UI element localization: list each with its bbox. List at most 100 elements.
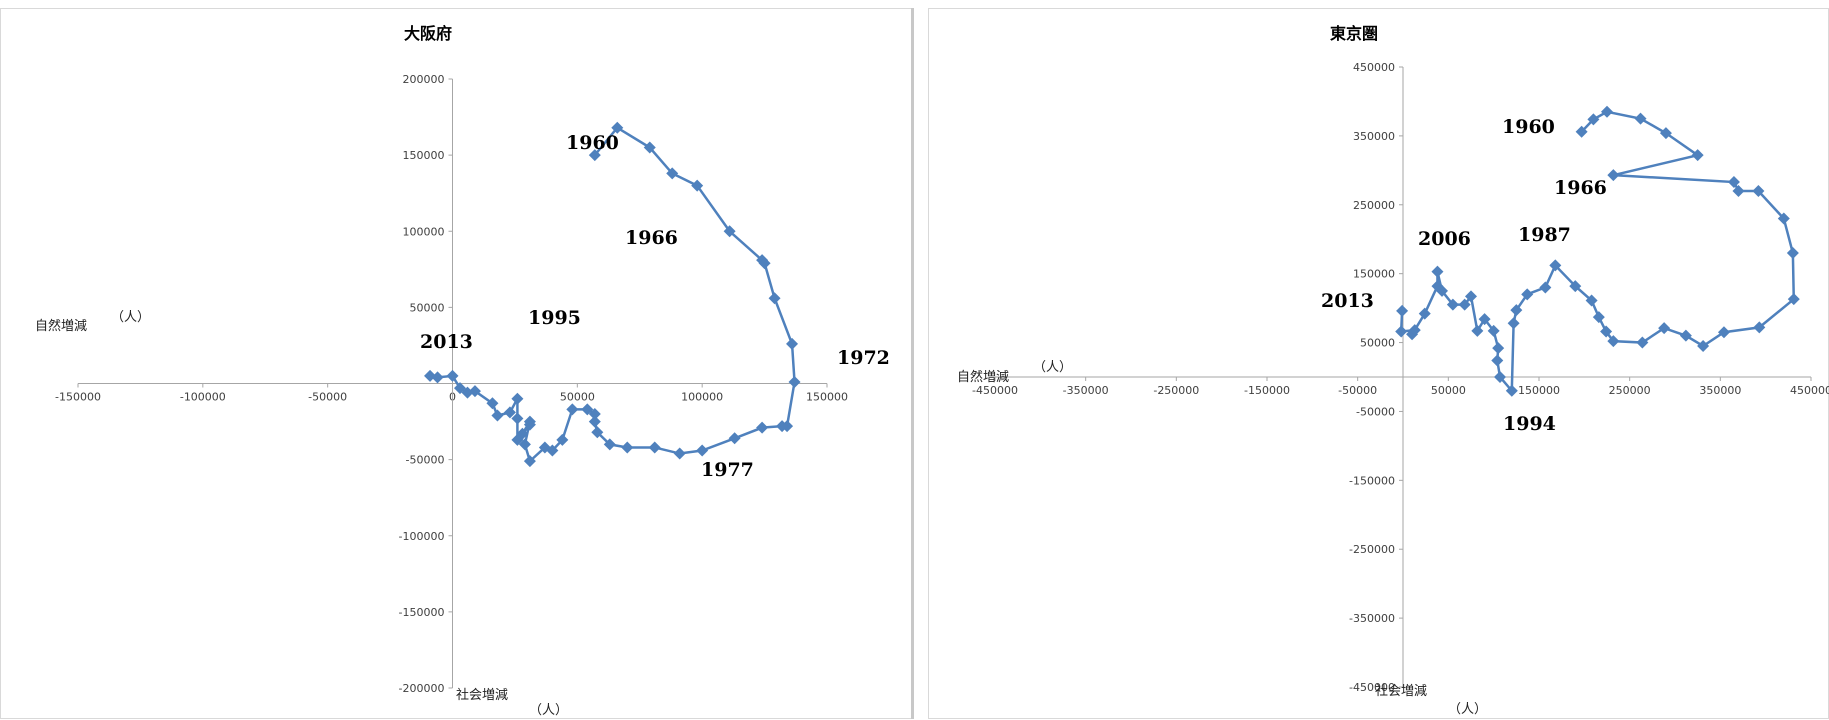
data-point	[1396, 304, 1409, 317]
chart-panel-osaka: 大阪府 -150000-100000-500000500001000001500…	[0, 8, 913, 719]
data-point	[1592, 311, 1605, 324]
annotation-1960: 1960	[1502, 116, 1555, 138]
annotation-2013: 2013	[420, 331, 473, 353]
data-point	[1446, 298, 1459, 311]
data-point	[1478, 313, 1491, 326]
data-point	[588, 407, 601, 420]
data-point	[1575, 125, 1588, 138]
y-tick-label: 50000	[410, 301, 445, 314]
data-point	[1587, 113, 1600, 126]
data-point	[1601, 105, 1613, 118]
data-point	[648, 441, 661, 454]
data-point	[1717, 326, 1730, 339]
y-tick-label: 250000	[1353, 199, 1395, 212]
data-point	[511, 412, 524, 425]
data-point	[518, 438, 531, 451]
y-tick-label: -200000	[399, 682, 445, 695]
y-axis-name: 社会増減	[456, 687, 508, 703]
series-line	[1399, 110, 1796, 395]
x-tick-label: -100000	[180, 391, 226, 404]
y-tick-label: 50000	[1360, 337, 1395, 350]
data-point	[538, 441, 551, 454]
data-point	[1418, 307, 1431, 320]
data-point	[1408, 324, 1421, 337]
data-point	[1521, 288, 1534, 301]
annotation-1966: 1966	[625, 227, 678, 249]
y-tick-label: -450000	[1349, 681, 1395, 694]
data-point	[788, 375, 801, 388]
data-point	[1585, 294, 1598, 307]
data-point	[643, 141, 656, 154]
data-point	[1549, 259, 1562, 272]
y-tick-label: -150000	[399, 606, 445, 619]
y-tick-label: 100000	[403, 225, 445, 238]
data-point	[1786, 247, 1799, 259]
data-point	[1691, 149, 1704, 162]
data-point	[1636, 336, 1649, 349]
data-point	[1697, 340, 1710, 352]
data-point	[511, 392, 524, 405]
x-tick-label: 250000	[1609, 384, 1651, 397]
data-point	[1458, 298, 1471, 311]
data-point	[503, 406, 516, 419]
data-point	[1510, 304, 1523, 317]
data-point	[1752, 185, 1765, 197]
data-point	[1753, 321, 1766, 334]
data-point	[1431, 280, 1444, 293]
y-tick-label: -50000	[1356, 405, 1395, 418]
x-axis-name: 自然増減	[957, 369, 1009, 385]
data-point	[486, 397, 499, 410]
data-point	[566, 403, 579, 416]
annotation-1972: 1972	[837, 347, 890, 369]
x-tick-label: 100000	[681, 391, 723, 404]
x-tick-label: 50000	[560, 391, 595, 404]
data-point	[1471, 324, 1484, 337]
data-point	[1569, 280, 1582, 293]
data-point	[1507, 317, 1520, 330]
data-point	[611, 121, 624, 134]
annotation-2006: 2006	[1418, 228, 1471, 250]
x-tick-label: -450000	[972, 384, 1018, 397]
annotation-2013: 2013	[1321, 290, 1374, 312]
x-tick-label: -150000	[55, 391, 101, 404]
data-point	[1727, 176, 1740, 189]
data-point	[1492, 342, 1505, 355]
data-point	[776, 420, 789, 433]
y-axis-unit: （人）	[1448, 702, 1487, 717]
annotation-1966: 1966	[1554, 177, 1607, 199]
data-point	[461, 386, 474, 399]
data-point	[1732, 185, 1745, 197]
annotation-1995: 1995	[528, 307, 581, 329]
annotation-1977: 1977	[701, 459, 754, 481]
data-point	[491, 409, 504, 422]
data-point	[768, 292, 781, 305]
series-line	[429, 126, 796, 464]
data-point	[1395, 325, 1408, 338]
data-point	[588, 415, 601, 428]
x-tick-label: 150000	[1518, 384, 1560, 397]
y-tick-label: -50000	[406, 454, 445, 467]
y-tick-label: 200000	[403, 73, 445, 86]
y-tick-label: -250000	[1349, 543, 1395, 556]
data-point	[621, 441, 634, 454]
data-point	[786, 337, 799, 350]
x-tick-label: -50000	[308, 391, 347, 404]
data-point	[1505, 384, 1518, 397]
x-tick-label: 450000	[1790, 384, 1829, 397]
data-point	[1539, 281, 1552, 294]
data-point	[673, 447, 686, 460]
y-tick-label: -150000	[1349, 474, 1395, 487]
data-point	[511, 433, 524, 446]
data-point	[1659, 127, 1672, 140]
data-point	[728, 432, 741, 445]
annotation-1987: 1987	[1518, 224, 1571, 246]
annotation-1994: 1994	[1503, 413, 1556, 435]
scatter-chart-osaka: 大阪府 -150000-100000-500000500001000001500…	[35, 24, 890, 718]
chart-title: 東京圏	[1330, 24, 1378, 43]
scatter-chart-tokyo: 東京圏 -450000 -350000 -250000 -150000 -50000 50…	[957, 24, 1829, 717]
x-axis-name: 自然増減	[35, 318, 87, 334]
data-point	[1431, 265, 1444, 278]
data-point	[1487, 324, 1500, 337]
data-point	[424, 369, 437, 382]
data-point	[581, 403, 594, 416]
